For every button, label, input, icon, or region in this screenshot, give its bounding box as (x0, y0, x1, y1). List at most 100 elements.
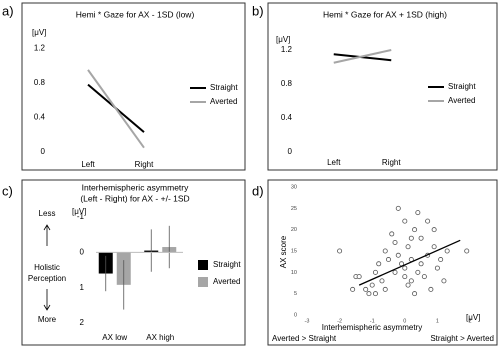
x-tick-label: 1 (436, 318, 439, 324)
x-tick-label: AX low (102, 333, 127, 342)
scatter-point (408, 278, 414, 284)
legend-label: Straight (210, 83, 238, 92)
scatter-point (418, 261, 424, 267)
scatter-point (389, 231, 395, 237)
panel-label: b) (252, 3, 264, 18)
x-tick-label: Left (81, 160, 95, 169)
y-tick-label: 5 (294, 291, 297, 297)
y-tick-label: 0.4 (34, 113, 46, 122)
y-unit: [μV] (32, 28, 46, 37)
panel-label: c) (2, 183, 13, 198)
chart-title: Hemi * Gaze for AX - 1SD (low) (76, 9, 195, 19)
x-tick-label: AX high (146, 333, 174, 342)
panel-label: d) (252, 183, 264, 198)
scatter-point (412, 291, 418, 297)
scatter-point (464, 248, 470, 254)
data-line (87, 69, 145, 149)
note: Averted > Straight (272, 334, 337, 343)
scatter-point (405, 282, 411, 288)
scatter-point (385, 257, 391, 263)
scatter-point (369, 282, 375, 288)
annotation: Less (39, 209, 56, 218)
scatter-point (402, 274, 408, 280)
panel-frame (21, 179, 246, 346)
scatter-point (382, 248, 388, 254)
scatter-point (441, 278, 447, 284)
scatter-point (366, 291, 372, 297)
x-axis-label: Interhemispheric asymmetry (322, 323, 422, 332)
scatter-point (415, 210, 421, 216)
chart-title: Hemi * Gaze for AX + 1SD (high) (323, 9, 447, 19)
x-tick-label: Right (135, 160, 154, 169)
scatter-point (425, 218, 431, 224)
chart-title: (Left - Right) for AX - +/- 1SD (80, 193, 189, 203)
x-tick-label: Right (382, 158, 401, 167)
note: Straight > Averted (430, 334, 494, 343)
y-tick-label: 1 (80, 283, 85, 292)
scatter-point (350, 286, 356, 292)
legend-label: Straight (448, 82, 476, 91)
legend-swatch (198, 277, 208, 287)
trend-line (358, 239, 461, 286)
y-tick-label: 1.2 (281, 45, 293, 54)
scatter-point (418, 235, 424, 241)
legend-label: Averted (210, 97, 237, 106)
legend-label: Averted (213, 277, 240, 286)
y-unit: [μV] (276, 35, 290, 44)
scatter-point (392, 239, 398, 245)
panel-frame (267, 2, 498, 171)
panel-frame (267, 179, 498, 346)
y-axis-label: AX score (279, 235, 288, 268)
scatter-point (434, 265, 440, 271)
scatter-point (382, 286, 388, 292)
x-tick-label: Left (327, 158, 341, 167)
scatter-point (395, 205, 401, 211)
y-tick-label: 0.4 (281, 113, 293, 122)
arrow (43, 224, 51, 246)
legend-label: Averted (448, 96, 475, 105)
panel-frame (21, 2, 246, 171)
data-line (333, 49, 392, 64)
annotation: Holistic (34, 263, 60, 272)
scatter-point (363, 286, 369, 292)
y-tick-label: 0 (80, 247, 85, 256)
scatter-point (408, 235, 414, 241)
scatter-point (444, 248, 450, 254)
scatter-point (402, 218, 408, 224)
scatter-point (428, 286, 434, 292)
y-tick-label: -1 (77, 212, 85, 221)
legend-label: Straight (213, 260, 241, 269)
scatter-point (337, 248, 343, 254)
y-tick-label: 0 (288, 147, 293, 156)
y-tick-label: 30 (291, 184, 297, 190)
scatter-point (421, 274, 427, 280)
x-tick-label: 2 (468, 318, 471, 324)
y-tick-label: 10 (291, 270, 297, 276)
scatter-point (431, 227, 437, 233)
x-tick-label: 0 (403, 318, 406, 324)
scatter-point (356, 274, 362, 280)
y-tick-label: 0 (294, 312, 297, 318)
panel-label: a) (2, 3, 14, 18)
scatter-point (376, 261, 382, 267)
scatter-point (438, 257, 444, 263)
scatter-point (379, 278, 385, 284)
scatter-point (372, 291, 378, 297)
legend-swatch (198, 260, 208, 270)
scatter-point (412, 227, 418, 233)
x-unit: [μV] (466, 313, 480, 322)
x-tick-label: -1 (370, 318, 375, 324)
scatter-point (431, 244, 437, 250)
y-tick-label: 0.8 (34, 78, 46, 87)
y-tick-label: 0.8 (281, 79, 293, 88)
y-tick-label: 0 (41, 147, 46, 156)
y-unit: [μV] (72, 207, 86, 216)
annotation: Perception (28, 274, 66, 283)
x-tick-label: -2 (337, 318, 342, 324)
scatter-point (402, 265, 408, 271)
scatter-point (395, 252, 401, 258)
y-tick-label: 20 (291, 227, 297, 233)
chart-title: Interhemispheric asymmetry (82, 182, 190, 192)
scatter-point (415, 269, 421, 275)
